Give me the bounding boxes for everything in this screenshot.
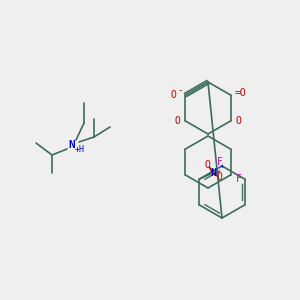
Text: F: F (236, 174, 242, 184)
Text: N: N (69, 140, 75, 150)
Text: O: O (217, 172, 222, 182)
Text: O: O (205, 160, 210, 170)
Text: =O: =O (235, 88, 246, 98)
Text: F: F (217, 157, 223, 167)
Text: O: O (175, 116, 180, 126)
Text: O: O (236, 116, 242, 126)
Text: O: O (170, 90, 176, 100)
Text: -: - (178, 85, 183, 95)
Text: N: N (211, 168, 216, 178)
Text: +H: +H (75, 146, 85, 154)
Text: +: + (219, 163, 224, 169)
Text: -: - (226, 170, 232, 180)
